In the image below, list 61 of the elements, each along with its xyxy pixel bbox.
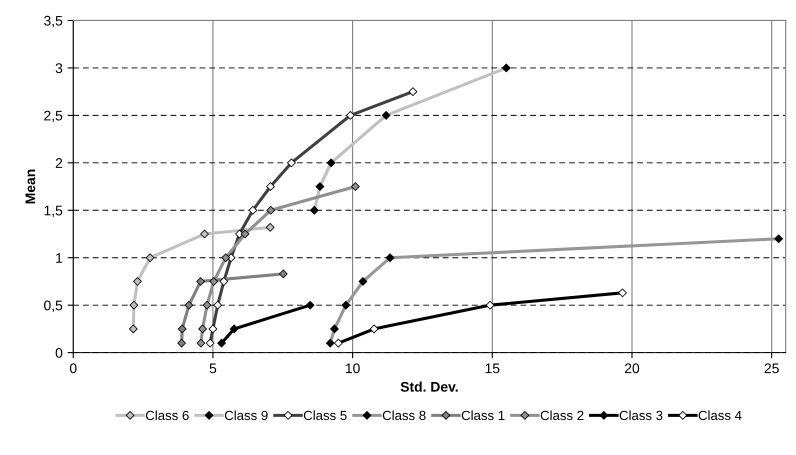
point <box>382 111 390 120</box>
y-tick-label: 2 <box>56 158 62 168</box>
point <box>200 230 209 238</box>
point <box>316 182 324 191</box>
x-tick-label: 0 <box>70 363 77 374</box>
point <box>198 324 207 334</box>
point <box>342 300 350 310</box>
legend-label: Class 9 <box>224 410 268 420</box>
x-axis-title: Std. Dev. <box>400 382 458 392</box>
point <box>178 324 187 334</box>
point <box>130 300 138 310</box>
x-tick-label: 20 <box>624 363 640 374</box>
legend-label: Class 1 <box>462 410 504 420</box>
x-tick-label: 15 <box>486 364 500 374</box>
point <box>133 277 142 286</box>
point <box>618 288 627 298</box>
point <box>202 300 212 310</box>
x-tick-label: 25 <box>764 363 779 374</box>
point <box>326 158 336 168</box>
point <box>196 277 205 286</box>
legend-label: Class 6 <box>146 410 189 420</box>
point <box>386 253 394 262</box>
point <box>502 64 511 72</box>
point <box>310 206 319 215</box>
point <box>266 223 275 232</box>
point <box>351 182 360 191</box>
point <box>370 324 378 334</box>
point <box>146 253 154 262</box>
point <box>334 338 343 348</box>
y-tick-label: 3,5 <box>44 16 62 28</box>
y-axis-title: Mean <box>26 170 36 204</box>
point <box>217 338 226 348</box>
point <box>486 300 494 310</box>
point <box>221 253 230 262</box>
point <box>326 338 335 348</box>
y-tick-label: 1 <box>56 253 62 263</box>
point <box>230 324 239 334</box>
point <box>774 234 784 244</box>
legend-label: Class 4 <box>698 410 742 420</box>
x-tick-label: 10 <box>346 363 360 374</box>
legend-label: Class 2 <box>540 410 584 420</box>
point <box>358 277 368 286</box>
point <box>209 277 218 286</box>
legend-label: Class 5 <box>304 410 347 420</box>
point <box>184 300 194 310</box>
point <box>278 270 288 278</box>
point <box>266 206 276 215</box>
y-tick-label: 2,5 <box>44 110 62 122</box>
legend-label: Class 3 <box>620 410 662 420</box>
point <box>330 324 339 334</box>
y-tick-label: 1,5 <box>44 206 62 218</box>
y-tick-label: 0,5 <box>44 300 62 312</box>
point <box>128 324 138 334</box>
point <box>240 230 250 238</box>
y-tick-label: 3 <box>56 63 62 74</box>
point <box>177 338 186 348</box>
y-tick-label: 0 <box>56 348 62 358</box>
point <box>196 338 206 348</box>
x-tick-label: 5 <box>210 364 216 374</box>
legend-label: Class 8 <box>382 410 426 420</box>
point <box>306 300 314 310</box>
